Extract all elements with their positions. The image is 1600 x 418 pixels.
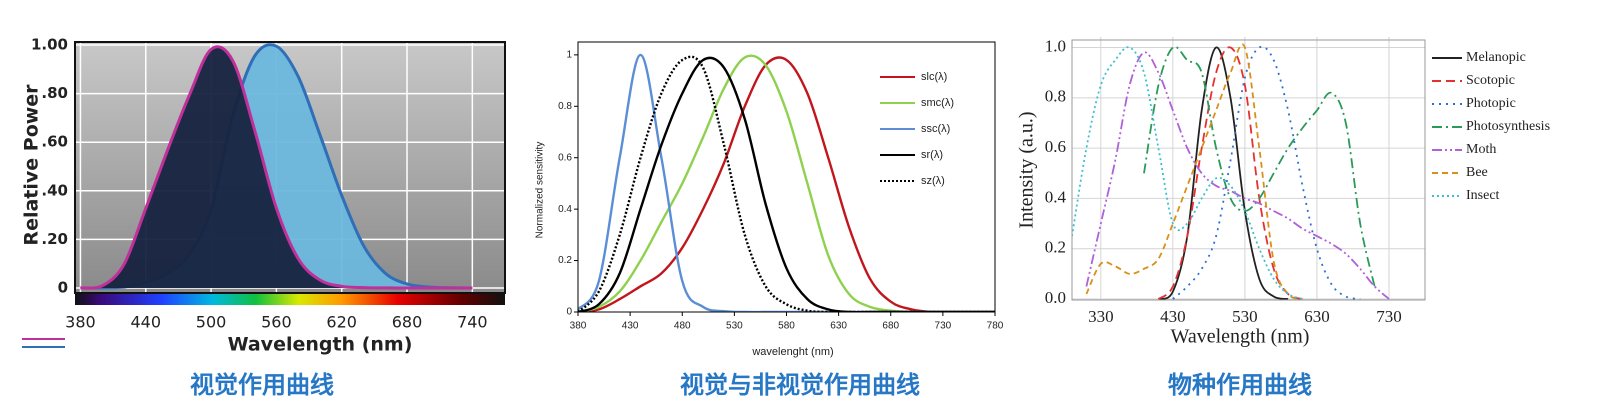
x-tick-label: 580 (778, 321, 795, 332)
legend-label: Insect (1466, 188, 1500, 203)
plot-frame (577, 41, 996, 313)
legend-label: Bee (1466, 165, 1488, 180)
y-tick-label: 0.2 (558, 255, 572, 266)
y-tick-label: 0.6 (1045, 137, 1066, 156)
x-axis-label: wavelenght (nm) (751, 346, 833, 358)
plot-area (80, 43, 473, 290)
line (1157, 46, 1289, 300)
area (80, 44, 473, 289)
legend: slc(λ) smc(λ) ssc(λ) sr(λ) sz(λ) (880, 71, 954, 187)
legend-label: Photopic (1466, 96, 1516, 111)
y-tick-label: 1.0 (1045, 36, 1066, 55)
y-tick-label: .60 (41, 133, 68, 151)
y-tick-label: 0.0 (1045, 288, 1066, 307)
spectrum-bar (75, 293, 505, 305)
x-tick-label: 430 (622, 321, 639, 332)
x-tick-label: 430 (1160, 307, 1186, 326)
y-tick-label: 0 (566, 307, 572, 318)
line (1085, 43, 1303, 300)
x-tick-label: 680 (392, 313, 423, 332)
legend (22, 338, 65, 348)
y-tick-label: 1.00 (31, 36, 68, 54)
line (578, 54, 995, 312)
x-tick-label: 560 (261, 313, 292, 332)
legend-label: Scotopic (1466, 73, 1515, 88)
legend-label: sz(λ) (921, 175, 945, 187)
legend-label: Melanopic (1466, 50, 1526, 65)
legend-label: Moth (1466, 142, 1496, 157)
x-axis-label: Wavelength (nm) (1171, 326, 1310, 348)
x-axis-label: Wavelength (nm) (228, 334, 413, 356)
caption: 视觉与非视觉作用曲线 (680, 371, 920, 399)
y-tick-label: 0.4 (1045, 187, 1067, 206)
x-tick-label: 530 (726, 321, 743, 332)
plot-frame (74, 41, 506, 294)
legend: Melanopic Scotopic Photopic Photosynthesis M… (1432, 50, 1550, 203)
legend-label: slc(λ) (921, 71, 947, 83)
area (80, 46, 473, 289)
x-tick-label: 380 (65, 313, 96, 332)
x-tick-label: 780 (987, 321, 1004, 332)
y-tick-label: 0.8 (1045, 87, 1066, 106)
chart: 0 .20 .40 .60 .80 1.00 380 440 500 560 620 680 740 Re… (21, 36, 506, 399)
x-tick-label: 530 (1232, 307, 1258, 326)
y-tick-label: 0.8 (558, 101, 572, 112)
x-tick-label: 480 (674, 321, 691, 332)
x-tick-label: 440 (130, 313, 161, 332)
legend-label: Photosynthesis (1466, 119, 1550, 134)
y-axis-label: Relative Power (21, 84, 43, 246)
x-tick-label: 330 (1088, 307, 1114, 326)
x-tick-label: 380 (570, 321, 587, 332)
x-tick-label: 680 (882, 321, 899, 332)
line (1157, 46, 1303, 300)
chart: 0.0 0.2 0.4 0.6 0.8 1.0 330 430 530 630 730 Melanop… (1016, 36, 1550, 399)
y-axis-label: Intensity (a.u.) (1016, 111, 1038, 228)
y-tick-label: .20 (41, 230, 68, 248)
caption: 视觉作用曲线 (190, 371, 334, 399)
y-tick-label: 0.2 (1045, 238, 1066, 257)
x-tick-label: 500 (196, 313, 227, 332)
legend-label: smc(λ) (921, 97, 954, 109)
y-tick-label: 0.6 (558, 152, 572, 163)
x-tick-label: 730 (935, 321, 952, 332)
x-tick-label: 620 (326, 313, 357, 332)
x-tick-label: 740 (457, 313, 488, 332)
legend-label: ssc(λ) (921, 123, 950, 135)
caption: 物种作用曲线 (1168, 371, 1312, 399)
plot-area (1072, 43, 1390, 300)
legend-label: sr(λ) (921, 149, 943, 161)
y-axis-label: Normalized sensitivity (535, 142, 546, 239)
plot-background (1072, 40, 1425, 300)
plot-frame (1071, 39, 1426, 301)
y-tick-label: 1 (566, 49, 572, 60)
y-tick-label: .80 (41, 84, 68, 102)
x-tick-label: 630 (830, 321, 847, 332)
y-tick-label: 0.4 (558, 204, 572, 215)
y-tick-label: .40 (41, 181, 68, 199)
line (80, 45, 473, 290)
chart: 0 0.2 0.4 0.6 0.8 1 380 430 480 530 580 630 680 730 78… (535, 41, 1004, 399)
line (1143, 45, 1376, 287)
line (578, 56, 995, 312)
x-tick-label: 630 (1304, 307, 1330, 326)
x-tick-label: 730 (1376, 307, 1402, 326)
y-tick-label: 0 (58, 279, 68, 297)
line (578, 53, 995, 312)
